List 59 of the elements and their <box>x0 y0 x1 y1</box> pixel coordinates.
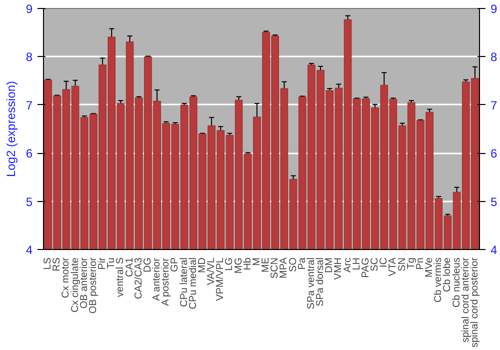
x-tick-label: Tu <box>106 257 118 269</box>
x-tick-label: DG <box>142 257 154 272</box>
x-tick-label: SPa ventral <box>306 257 317 310</box>
x-tick-label: SO <box>288 257 299 272</box>
x-tick-label: ventral S <box>115 257 126 297</box>
y2-tick-label: 5 <box>490 194 498 209</box>
y-tick-label: 7 <box>26 98 33 112</box>
y2-tick-label: 8 <box>490 50 498 64</box>
x-tick-label: CPu lateral <box>178 258 190 307</box>
x-tick-label: CA1 <box>124 257 136 277</box>
x-tick-label: Arc <box>342 258 354 272</box>
x-tick-label: ME <box>260 257 272 272</box>
x-tick-label: DM <box>324 257 336 274</box>
x-tick-label: Pa <box>296 257 308 270</box>
x-tick-label: OB anterior <box>78 256 90 309</box>
x-tick-label: SCN <box>270 257 281 279</box>
y2-tick-label: 9 <box>490 2 498 16</box>
x-tick-label: IC <box>378 258 390 268</box>
x-tick-label: LH <box>351 257 362 270</box>
x-tick-label: Pn <box>414 257 426 270</box>
y-tick-label: 9 <box>26 2 33 16</box>
y2-tick-label: 4 <box>490 243 498 257</box>
x-tick-label: Pir <box>97 256 108 270</box>
x-tick-label: LS <box>42 257 54 270</box>
x-tick-label: SPa dorsal <box>315 257 326 306</box>
x-tick-label: GP <box>170 257 181 272</box>
x-tick-label: A posterior <box>160 257 172 306</box>
x-tick-label: MD <box>196 257 208 274</box>
x-tick-label: Cx cingulate <box>70 257 81 313</box>
x-tick-label: VPM/VPL <box>215 257 226 301</box>
y-tick-label: 6 <box>26 146 33 161</box>
y-tick-label: 5 <box>26 194 33 209</box>
x-tick-label: RS <box>52 257 63 272</box>
y-tick-label: 4 <box>26 243 33 257</box>
x-tick-label: VMH <box>333 257 344 280</box>
x-tick-label: SN <box>396 257 408 272</box>
x-tick-label: LG <box>224 257 236 271</box>
x-tick-label: Cx motor <box>60 256 72 298</box>
x-tick-label: Cb nucleus <box>451 258 462 308</box>
x-tick-label: Hb <box>242 257 254 270</box>
x-tick-label: A anterior <box>152 257 163 301</box>
x-tick-label: Cb lobe <box>442 257 454 292</box>
x-tick-label: MVe <box>424 257 436 278</box>
x-tick-label: spinal cord posterior <box>469 256 480 348</box>
x-tick-label: spinal cord anterior <box>460 256 472 343</box>
x-tick-label: OB posterior <box>88 256 99 314</box>
x-tick-label: SC <box>370 257 381 272</box>
x-tick-label: CPu medial <box>188 257 199 310</box>
x-tick-label: MPA <box>278 257 290 278</box>
x-tick-label: MG <box>233 257 244 274</box>
y2-tick-label: 7 <box>490 98 498 112</box>
x-tick-label: VTA <box>388 257 399 276</box>
x-tick-label: CA2/CA3 <box>133 257 144 300</box>
y-axis-title: Log2 (expression) <box>4 80 18 178</box>
x-tick-label: M <box>251 257 262 266</box>
x-tick-label: PAG <box>360 257 372 278</box>
y-tick-label: 8 <box>26 50 33 64</box>
y2-tick-label: 6 <box>490 146 498 161</box>
x-tick-label: Tg <box>406 258 417 270</box>
